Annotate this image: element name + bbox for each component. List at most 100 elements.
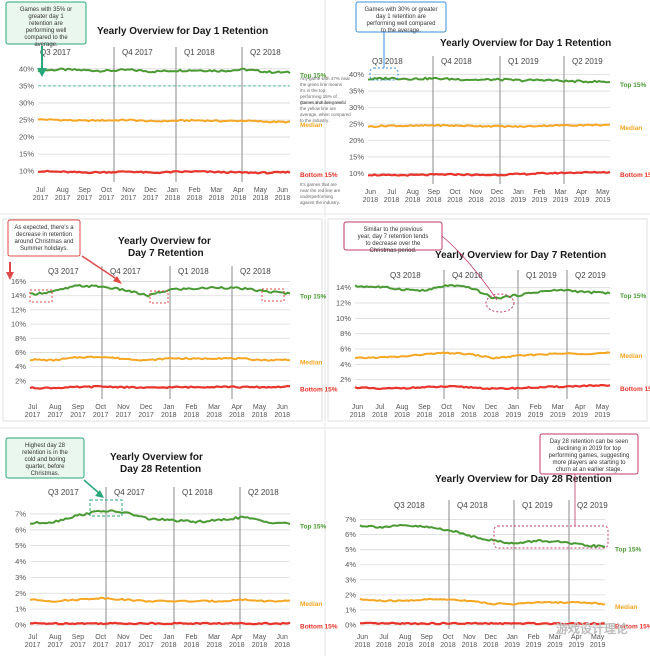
callout-text: decrease in retention [16, 232, 72, 238]
chart-panel-1: 40% 35% 30% 25% 20% 15% 10% Q3 2017 Q4 2017 Q1 20… [5, 1, 351, 205]
callout-box [7, 219, 81, 257]
callout-text: day 1 retention are [376, 14, 427, 20]
series-line-median [367, 123, 611, 128]
x-tick-month: Jan [513, 189, 524, 196]
callout-text: performing well [26, 28, 67, 34]
x-tick-month: Apr [233, 187, 245, 194]
x-tick-year: 2019 [550, 412, 566, 419]
x-tick-year: 2019 [572, 412, 588, 419]
x-tick-month: May [254, 187, 268, 194]
quarter-label: Q4 2018 [452, 271, 483, 280]
quarter-label: Q1 2019 [522, 501, 553, 510]
x-tick-month: Dec [485, 634, 498, 641]
x-tick-month: Jun [277, 404, 288, 411]
callout-text: Games with 35% or [20, 7, 72, 13]
series-label-median: Median [300, 122, 322, 129]
x-tick-year: 2018 [426, 197, 442, 204]
x-tick-year: 2018 [417, 412, 433, 419]
callout-connector [441, 235, 498, 301]
x-tick-month: Mar [208, 404, 221, 411]
panel-frame [2, 218, 323, 422]
x-tick-month: Oct [101, 187, 112, 194]
x-tick-year: 2018 [483, 412, 499, 419]
callout-text: As expected, there's a [14, 225, 74, 231]
x-tick-month: Jan [508, 404, 519, 411]
callout-text: churn at an earlier stage. [556, 467, 623, 473]
side-note: games and doing well. [300, 100, 345, 105]
x-tick-year: 2018 [439, 412, 455, 419]
x-tick-month: Jan [163, 634, 174, 641]
highlight-ellipse [485, 293, 515, 313]
y-tick-label: 16% [11, 277, 26, 286]
quarter-label: Q4 2017 [110, 267, 141, 276]
y-tick-label: 20% [19, 133, 34, 142]
series-label-top: Top 15% [300, 294, 326, 301]
highlight-box [261, 288, 285, 302]
side-note: performing 15% of [300, 94, 338, 99]
quarter-label: Q4 2018 [457, 501, 488, 510]
callout-text: cold and boring [24, 457, 65, 463]
x-tick-year: 2019 [532, 197, 548, 204]
y-tick-label: 6% [340, 345, 351, 354]
x-tick-month: May [596, 189, 610, 196]
series-line-bottom [38, 169, 291, 175]
x-tick-month: Aug [396, 404, 409, 411]
y-tick-label: 14% [11, 291, 26, 300]
quarter-label: Q2 2018 [248, 488, 279, 497]
x-tick-month: Jan [163, 404, 174, 411]
side-note: underperforming [300, 194, 334, 199]
x-tick-year: 2018 [253, 195, 269, 202]
y-tick-label: 12% [336, 299, 351, 308]
x-tick-month: Jan [506, 634, 517, 641]
arrow-head-icon [6, 272, 14, 280]
callout-box [355, 1, 447, 33]
y-tick-label: 6% [15, 348, 26, 357]
x-tick-year: 2018 [489, 197, 505, 204]
y-tick-label: 0% [15, 621, 26, 630]
x-tick-month: Apr [231, 634, 243, 641]
y-tick-label: 30% [349, 103, 364, 112]
x-tick-month: Jul [387, 189, 396, 196]
x-tick-year: 2019 [574, 197, 590, 204]
series-label-bottom: Bottom 15% [615, 623, 650, 630]
y-tick-label: 2% [15, 589, 26, 598]
chart-title-line2: Day 7 Retention [128, 248, 204, 259]
chart-title: Yearly Overview for [110, 452, 203, 463]
quarter-label: Q1 2018 [182, 488, 213, 497]
series-label-bottom: Bottom 15% [620, 386, 650, 393]
x-tick-year: 2018 [419, 642, 435, 649]
x-tick-month: Nov [122, 187, 135, 194]
x-tick-month: Jul [28, 634, 37, 641]
x-tick-year: 2018 [397, 642, 413, 649]
x-tick-month: Apr [576, 189, 588, 196]
series-line-bottom [359, 621, 606, 626]
y-tick-label: 15% [19, 150, 34, 159]
x-tick-year: 2017 [77, 195, 93, 202]
x-tick-year: 2019 [510, 197, 526, 204]
series-label-median: Median [300, 360, 322, 367]
x-tick-month: Sep [428, 189, 441, 196]
x-tick-year: 2019 [547, 642, 563, 649]
x-tick-year: 2017 [55, 195, 71, 202]
y-tick-label: 12% [11, 305, 26, 314]
series-line-top [29, 284, 291, 298]
callout-text: declining in 2019 for top [557, 446, 621, 452]
watermark: 游戏设计理论 [556, 622, 629, 636]
x-tick-year: 2019 [553, 197, 569, 204]
quarter-label: Q1 2019 [508, 57, 539, 66]
x-tick-year: 2017 [48, 642, 64, 649]
series-line-top [354, 284, 611, 300]
chart-title: Yearly Overview for Day 28 Retention [435, 474, 612, 485]
x-tick-year: 2019 [526, 642, 542, 649]
x-tick-year: 2018 [274, 412, 290, 419]
callout-text: performing games, suggesting [549, 453, 630, 459]
x-tick-year: 2018 [483, 642, 499, 649]
x-tick-year: 2019 [504, 642, 520, 649]
x-tick-year: 2018 [376, 642, 392, 649]
series-line-top [359, 523, 606, 548]
side-note: to the industry. [300, 118, 329, 123]
x-tick-year: 2018 [161, 412, 177, 419]
series-line-median [29, 596, 291, 603]
y-tick-label: 4% [15, 362, 26, 371]
quarter-label: Q3 2017 [48, 488, 79, 497]
